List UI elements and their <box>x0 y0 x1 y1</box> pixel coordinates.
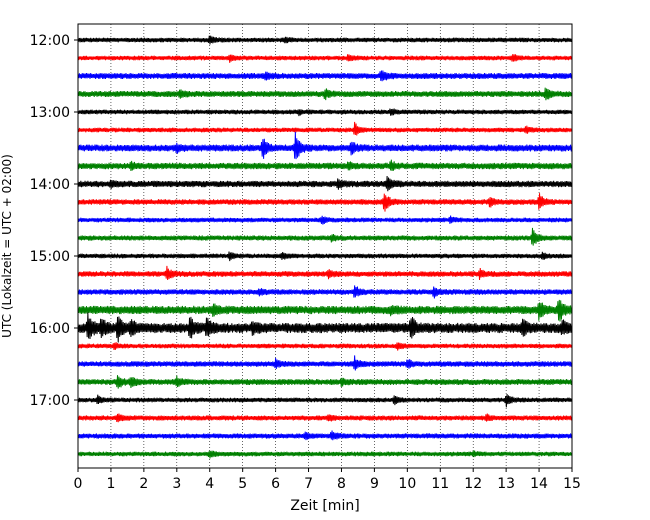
trace-1730 <box>77 430 573 441</box>
x-tick-label-7: 7 <box>304 476 313 492</box>
x-tick-label-5: 5 <box>238 476 247 492</box>
trace-1230 <box>77 70 573 82</box>
trace-1600 <box>77 312 573 343</box>
x-tick-label-6: 6 <box>271 476 280 492</box>
trace-1215 <box>77 54 573 63</box>
plot-frame <box>77 23 573 469</box>
trace-1330 <box>77 131 573 160</box>
trace-1615 <box>77 342 573 351</box>
x-axis-ticks: 0 1 2 3 4 5 6 7 8 9 10 11 12 13 14 15 <box>74 468 581 492</box>
x-tick-label-3: 3 <box>172 476 181 492</box>
trace-1645 <box>77 375 573 389</box>
seismic-traces <box>77 35 573 459</box>
y-axis-label: UTC (Lokalzeit = UTC + 02:00) <box>0 154 14 338</box>
trace-1745 <box>77 450 573 459</box>
trace-1545 <box>77 299 573 322</box>
y-tick-label-5: 17:00 <box>30 393 70 409</box>
trace-1445 <box>77 227 573 246</box>
x-tick-label-15: 15 <box>563 476 581 492</box>
y-tick-label-3: 15:00 <box>30 249 70 265</box>
x-tick-label-13: 13 <box>497 476 515 492</box>
trace-1500 <box>77 251 573 262</box>
x-tick-label-0: 0 <box>74 476 83 492</box>
trace-1515 <box>77 265 573 281</box>
trace-1345 <box>77 159 573 171</box>
x-axis-label: Zeit [min] <box>290 498 359 514</box>
x-tick-label-12: 12 <box>464 476 482 492</box>
trace-1630 <box>77 355 573 371</box>
y-tick-label-2: 14:00 <box>30 177 70 193</box>
y-tick-label-1: 13:00 <box>30 105 70 121</box>
minute-grid <box>110 24 540 468</box>
x-tick-label-14: 14 <box>530 476 548 492</box>
x-tick-label-4: 4 <box>205 476 214 492</box>
trace-1315 <box>77 121 573 136</box>
y-axis-ticks: 12:00 13:00 14:00 15:00 16:00 17:00 <box>30 33 78 409</box>
trace-1700 <box>77 393 573 408</box>
trace-1200 <box>77 35 573 45</box>
x-tick-label-9: 9 <box>370 476 379 492</box>
x-tick-label-1: 1 <box>106 476 115 492</box>
trace-1415 <box>77 193 573 212</box>
trace-1715 <box>77 413 573 423</box>
x-tick-label-10: 10 <box>398 476 416 492</box>
trace-1300 <box>77 108 573 117</box>
trace-1245 <box>77 87 573 101</box>
trace-1430 <box>77 215 573 225</box>
trace-1530 <box>77 285 573 299</box>
x-tick-label-8: 8 <box>337 476 346 492</box>
x-tick-label-11: 11 <box>431 476 449 492</box>
y-tick-label-0: 12:00 <box>30 33 70 49</box>
x-tick-label-2: 2 <box>139 476 148 492</box>
trace-1400 <box>77 176 573 192</box>
y-tick-label-4: 16:00 <box>30 321 70 337</box>
